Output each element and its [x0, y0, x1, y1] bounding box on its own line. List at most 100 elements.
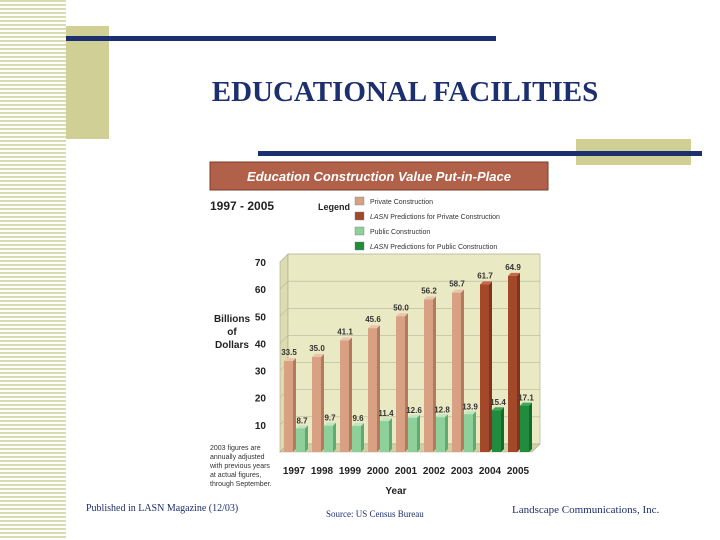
private-bar-side [321, 354, 324, 452]
public-bar-side [389, 418, 392, 452]
x-axis-label: Year [385, 486, 406, 497]
public-bar-side [305, 425, 308, 452]
public-bar-side [529, 402, 532, 452]
gridline [279, 280, 540, 290]
public-value-label: 12.6 [406, 406, 422, 415]
private-bar-side [377, 325, 380, 452]
public-bar [436, 417, 445, 452]
x-tick-label: 2004 [479, 466, 502, 477]
public-bar-side [473, 411, 476, 452]
y-tick-label: 10 [255, 421, 267, 432]
private-bar-side [349, 337, 352, 452]
public-value-label: 11.4 [378, 409, 394, 418]
public-value-label: 9.7 [324, 414, 336, 423]
private-value-label: 41.1 [337, 327, 353, 336]
public-value-label: 12.8 [434, 405, 450, 414]
legend-swatch [354, 226, 365, 236]
public-value-label: 9.6 [352, 414, 364, 423]
private-bar-top [424, 296, 436, 300]
public-bar [492, 410, 501, 452]
public-bar-top [520, 402, 532, 406]
private-bar-side [489, 281, 492, 452]
chart-note: 2003 figures are annually adjusted with pr… [209, 445, 272, 488]
public-bar-side [445, 414, 448, 452]
public-bar-top [464, 411, 476, 415]
public-bar-top [408, 414, 420, 418]
private-bar-top [368, 325, 380, 329]
public-bar [408, 417, 417, 452]
private-bar-top [508, 272, 520, 276]
public-bar-side [417, 414, 420, 452]
khaki-block-top [66, 26, 109, 139]
private-bar [340, 340, 349, 452]
public-value-label: 15.4 [490, 398, 506, 407]
y-tick-label: 60 [255, 285, 267, 296]
note-line: with previous years [209, 463, 270, 470]
y-tick-label: 50 [255, 312, 267, 323]
x-tick-label: 2002 [423, 466, 446, 477]
navy-rule-right [258, 151, 702, 156]
legend-entry: Public Construction [370, 229, 430, 236]
y-tick-label: 20 [255, 394, 267, 405]
public-bar [352, 425, 361, 452]
public-value-label: 8.7 [296, 416, 308, 425]
y-axis-label-line: of [227, 327, 237, 338]
note-line: at actual figures, [210, 472, 261, 479]
private-bar [284, 361, 293, 452]
x-tick-label: 1999 [339, 466, 362, 477]
public-bar-top [296, 425, 308, 429]
chart-title: Education Construction Value Put-in-Plac… [247, 169, 511, 184]
private-value-label: 33.5 [281, 348, 297, 357]
private-bar-top [340, 337, 352, 341]
private-value-label: 56.2 [421, 286, 437, 295]
legend-title: Legend [318, 202, 350, 212]
private-bar-side [293, 358, 296, 452]
source-note: Source: US Census Bureau [326, 509, 424, 519]
slide-title: EDUCATIONAL FACILITIES [211, 76, 599, 108]
private-value-label: 58.7 [449, 280, 465, 289]
plot-area: 10 20 30 40 50 60 70 33.5 8.7 1997 35.0 9.7 1998 41.1… [255, 253, 541, 477]
private-bar [424, 299, 433, 452]
legend: Private Construction LASN Predictions for… [354, 196, 500, 251]
legend-entry: Private Construction [370, 199, 433, 206]
public-bar [324, 425, 333, 452]
private-bar [312, 357, 321, 452]
published-note: Published in LASN Magazine (12/03) [86, 503, 239, 514]
public-bar-side [501, 407, 504, 452]
public-bar [296, 428, 305, 452]
public-bar [464, 414, 473, 452]
navy-rule-top [66, 36, 496, 41]
public-bar [380, 421, 389, 452]
public-bar-side [333, 422, 336, 452]
striped-side-panel [0, 0, 66, 540]
private-bar-top [396, 313, 408, 317]
note-line: annually adjusted [210, 454, 265, 461]
x-tick-label: 2003 [451, 466, 474, 477]
private-bar [452, 292, 461, 452]
gridline [279, 253, 540, 263]
public-bar-top [492, 407, 504, 411]
public-bar [520, 405, 529, 452]
legend-swatch [354, 196, 365, 206]
private-bar-top [312, 354, 324, 357]
private-bar-top [480, 281, 492, 285]
private-bar-side [433, 296, 436, 452]
private-value-label: 64.9 [505, 263, 521, 272]
legend-entry: LASN Predictions for Public Construction [370, 244, 497, 251]
chart-banner: Education Construction Value Put-in-Plac… [209, 161, 549, 191]
public-bar-side [361, 422, 364, 452]
y-axis-label: Billions of Dollars [214, 314, 251, 351]
note-line: through September. [210, 481, 272, 488]
public-value-label: 17.1 [518, 394, 534, 403]
legend-swatch [354, 211, 365, 221]
private-value-label: 61.7 [477, 272, 493, 281]
private-bar [480, 284, 489, 452]
private-bar [368, 328, 377, 452]
public-bar-top [352, 422, 364, 426]
private-value-label: 50.0 [393, 303, 409, 312]
y-tick-label: 40 [255, 339, 267, 350]
legend-swatch [354, 241, 365, 251]
private-bar [396, 316, 405, 452]
private-value-label: 35.0 [309, 344, 325, 353]
x-tick-label: 1997 [283, 466, 306, 477]
